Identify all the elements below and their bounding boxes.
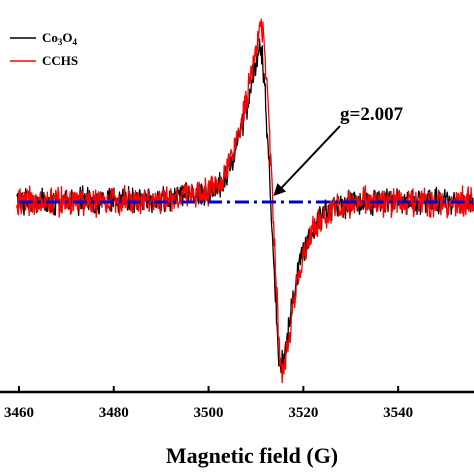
x-tick-label: 3480 bbox=[99, 405, 129, 421]
legend-label-co3o4-base: Co bbox=[42, 30, 58, 45]
x-axis-label: Magnetic field (G) bbox=[166, 443, 338, 468]
x-tick-label: 3520 bbox=[288, 405, 318, 421]
legend-label-co3o4-mid: O bbox=[62, 30, 72, 45]
g-value-annotation: g=2.007 bbox=[273, 104, 404, 196]
legend: Co3O4 CCHS bbox=[10, 30, 78, 68]
annotation-text: g=2.007 bbox=[340, 104, 404, 125]
legend-label-co3o4-sub1: 3 bbox=[58, 37, 63, 47]
x-tick-label: 3540 bbox=[383, 405, 413, 421]
arrow-head bbox=[273, 183, 287, 196]
plot-area: g=2.007 bbox=[15, 18, 474, 384]
x-ticks: 346034803500352035403560 bbox=[4, 386, 413, 421]
annotation-arrow bbox=[278, 125, 341, 191]
legend-label-co3o4-sub2: 4 bbox=[73, 37, 78, 47]
legend-label-cchs: CCHS bbox=[42, 53, 78, 68]
x-tick-label: 3460 bbox=[4, 405, 34, 421]
x-tick-label: 3500 bbox=[194, 405, 224, 421]
legend-label-co3o4: Co3O4 bbox=[42, 30, 78, 47]
